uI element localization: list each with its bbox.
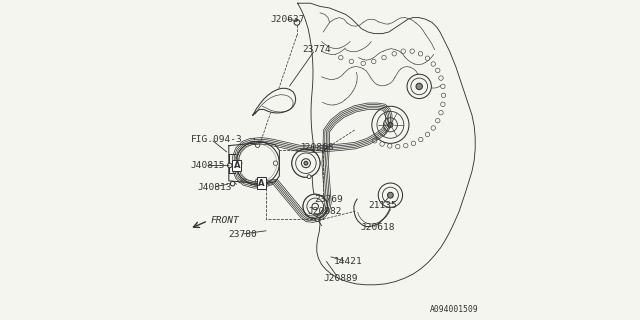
Circle shape (307, 198, 323, 215)
Circle shape (243, 149, 272, 178)
Circle shape (380, 142, 384, 146)
Circle shape (440, 84, 445, 89)
Text: J20868: J20868 (300, 143, 333, 152)
Text: A: A (234, 161, 240, 170)
Text: 23769: 23769 (314, 195, 343, 204)
Circle shape (378, 183, 403, 207)
Circle shape (435, 68, 440, 73)
Circle shape (381, 55, 387, 60)
Circle shape (246, 151, 270, 175)
Circle shape (442, 93, 445, 98)
Text: 23774: 23774 (302, 45, 331, 54)
Circle shape (292, 149, 320, 177)
Circle shape (425, 56, 430, 60)
Circle shape (361, 61, 365, 66)
Circle shape (372, 106, 409, 143)
Polygon shape (298, 3, 475, 285)
Circle shape (388, 122, 393, 127)
Text: A: A (258, 179, 264, 188)
Circle shape (307, 175, 311, 179)
Text: FIG.094-3: FIG.094-3 (191, 135, 242, 144)
Circle shape (294, 20, 300, 25)
Circle shape (236, 141, 280, 185)
Text: 21135: 21135 (369, 201, 397, 210)
Text: A094001509: A094001509 (429, 305, 479, 314)
Circle shape (439, 110, 443, 115)
Text: 14421: 14421 (334, 257, 362, 266)
Circle shape (273, 161, 278, 165)
Text: 23780: 23780 (228, 230, 257, 239)
Circle shape (237, 161, 242, 165)
Circle shape (416, 83, 422, 90)
Circle shape (377, 111, 404, 138)
Text: J20618: J20618 (361, 223, 396, 232)
Circle shape (371, 59, 376, 64)
Circle shape (304, 161, 308, 165)
Polygon shape (229, 154, 236, 173)
Circle shape (252, 157, 264, 169)
Polygon shape (229, 142, 280, 184)
Circle shape (439, 76, 443, 80)
Circle shape (230, 181, 235, 186)
Circle shape (239, 144, 277, 182)
Circle shape (255, 143, 260, 148)
Circle shape (411, 78, 428, 95)
Circle shape (241, 147, 275, 180)
Polygon shape (253, 88, 296, 115)
Circle shape (296, 153, 316, 173)
Circle shape (303, 194, 328, 219)
Circle shape (312, 203, 319, 210)
Circle shape (410, 49, 415, 53)
Circle shape (440, 102, 445, 107)
Circle shape (339, 55, 343, 60)
Circle shape (292, 149, 320, 177)
Circle shape (401, 49, 406, 53)
Text: J40813: J40813 (198, 183, 232, 192)
Circle shape (425, 132, 430, 137)
Circle shape (383, 187, 398, 203)
Circle shape (435, 118, 440, 123)
Circle shape (396, 144, 400, 149)
Circle shape (407, 74, 431, 99)
Circle shape (372, 139, 377, 143)
Circle shape (388, 192, 393, 198)
Text: FRONT: FRONT (211, 216, 239, 225)
Circle shape (419, 52, 422, 56)
Circle shape (431, 62, 435, 66)
Text: J20882: J20882 (308, 207, 342, 216)
Circle shape (255, 179, 260, 183)
Circle shape (236, 141, 280, 185)
Circle shape (303, 194, 328, 219)
Circle shape (316, 218, 319, 221)
Circle shape (392, 52, 397, 56)
Circle shape (388, 144, 392, 148)
Circle shape (404, 143, 408, 148)
Circle shape (419, 137, 423, 142)
Text: J20889: J20889 (324, 274, 358, 283)
Circle shape (349, 59, 354, 64)
Circle shape (301, 159, 310, 168)
Circle shape (228, 163, 232, 168)
Circle shape (383, 118, 397, 132)
Circle shape (412, 141, 416, 146)
Circle shape (431, 126, 435, 130)
Text: J40815: J40815 (191, 161, 225, 170)
Text: J20637: J20637 (270, 15, 305, 24)
Circle shape (241, 146, 275, 180)
